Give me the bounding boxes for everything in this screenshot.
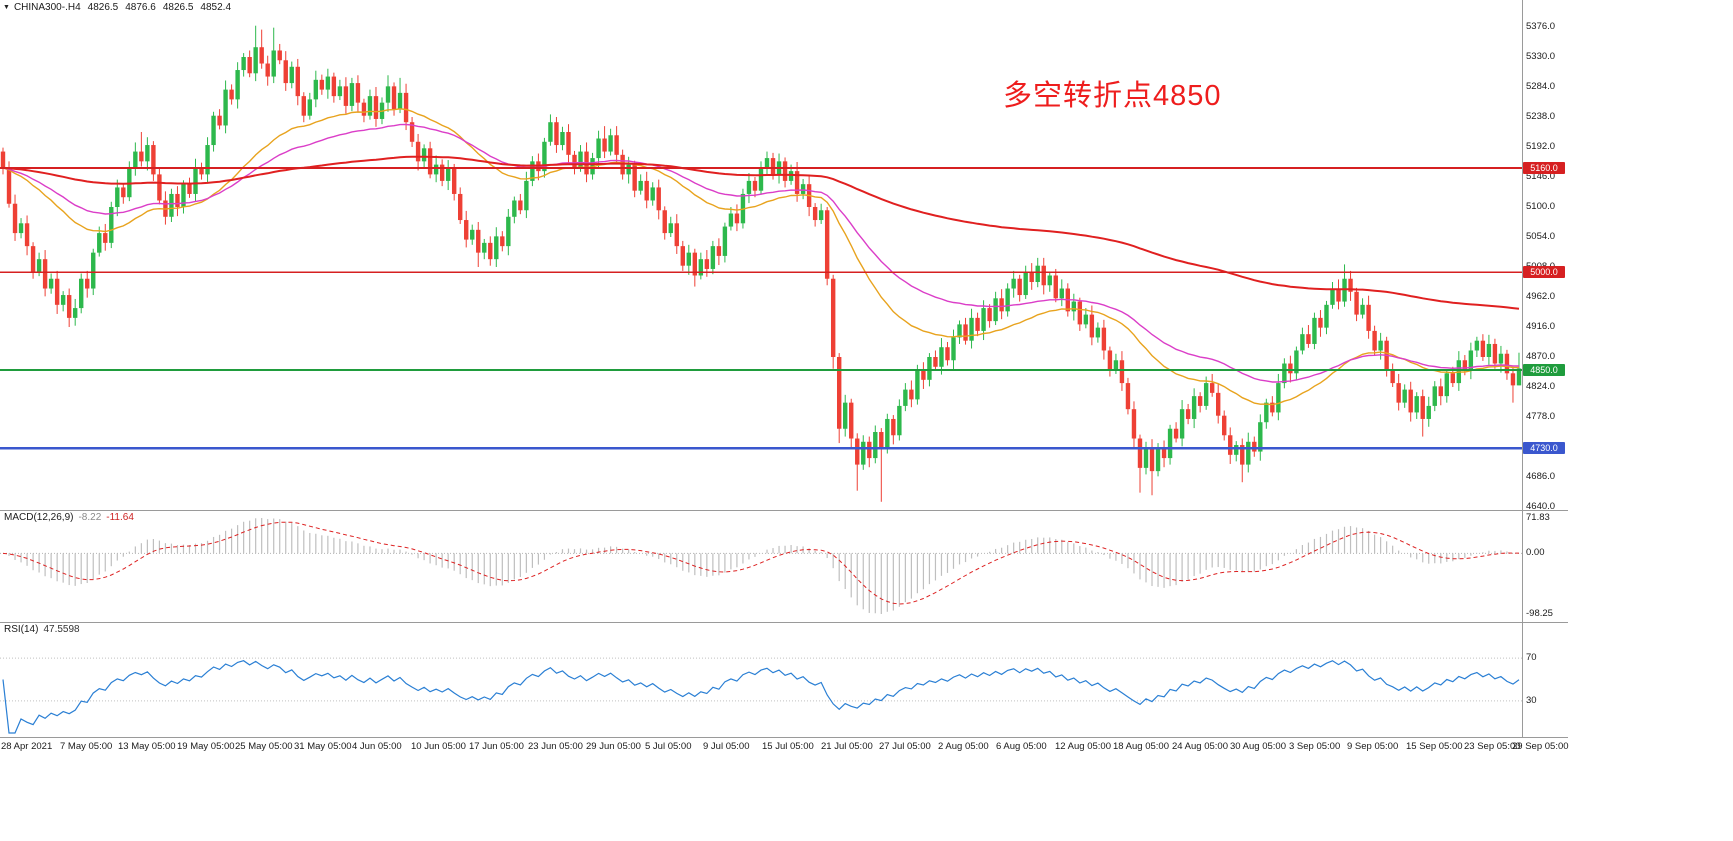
time-tick-label: 17 Jun 05:00	[469, 741, 524, 752]
time-tick-label: 5 Jul 05:00	[645, 741, 692, 752]
time-tick-label: 21 Jul 05:00	[821, 741, 873, 752]
macd-signal-value: -11.64	[106, 512, 134, 523]
price-tick-label: 5054.0	[1526, 231, 1556, 242]
level-badge-4850: 4850.0	[1523, 364, 1565, 377]
macd-signal-line	[2, 521, 1519, 605]
macd-main-value: -8.22	[78, 512, 102, 523]
time-tick-label: 13 May 05:00	[118, 741, 176, 752]
macd-tick-label: -98.25	[1526, 608, 1553, 619]
level-badge-5160: 5160.0	[1523, 161, 1565, 174]
price-tick-label: 4640.0	[1526, 501, 1556, 512]
price-tick-label: 5376.0	[1526, 21, 1556, 32]
rsi-name: RSI(14)	[4, 624, 39, 635]
time-tick-label: 9 Sep 05:00	[1347, 741, 1399, 752]
time-tick-label: 12 Aug 05:00	[1055, 741, 1111, 752]
candles-layer	[0, 25, 1522, 502]
time-tick-label: 28 Apr 2021	[1, 741, 53, 752]
time-tick-label: 15 Sep 05:00	[1406, 741, 1463, 752]
macd-indicator-label: MACD(12,26,9) -8.22 -11.64	[4, 512, 134, 523]
price-tick-label: 4870.0	[1526, 351, 1556, 362]
macd-name: MACD(12,26,9)	[4, 512, 74, 523]
time-tick-label: 2 Aug 05:00	[938, 741, 989, 752]
time-tick-label: 10 Jun 05:00	[411, 741, 466, 752]
time-tick-label: 24 Aug 05:00	[1172, 741, 1228, 752]
price-tick-label: 4778.0	[1526, 411, 1556, 422]
price-tick-label: 4916.0	[1526, 321, 1556, 332]
macd-tick-label: 71.83	[1526, 512, 1550, 523]
rsi-value: 47.5598	[43, 624, 80, 635]
symbol-dropdown-icon[interactable]: ▼	[3, 4, 10, 11]
time-tick-label: 30 Aug 05:00	[1230, 741, 1286, 752]
time-tick-label: 29 Sep 05:00	[1512, 741, 1569, 752]
price-tick-label: 5238.0	[1526, 111, 1556, 122]
symbol-label: CHINA300-.H4	[13, 2, 81, 13]
chart-annotation: 多空转折点4850	[1003, 80, 1222, 112]
price-tick-label: 4824.0	[1526, 381, 1556, 392]
quote-close: 4852.4	[200, 2, 232, 13]
ma-line-200	[2, 155, 1520, 310]
time-tick-label: 23 Sep 05:00	[1464, 741, 1521, 752]
quote-open: 4826.5	[87, 2, 119, 13]
quote-bar: ▼ CHINA300-.H4 4826.5 4876.6 4826.5 4852…	[3, 1, 231, 14]
price-tick-label: 4962.0	[1526, 291, 1556, 302]
price-tick-label: 5284.0	[1526, 81, 1556, 92]
time-tick-label: 7 May 05:00	[60, 741, 113, 752]
time-tick-label: 19 May 05:00	[177, 741, 235, 752]
time-tick-label: 15 Jul 05:00	[762, 741, 814, 752]
price-tick-label: 4686.0	[1526, 471, 1556, 482]
macd-tick-label: 0.00	[1526, 547, 1545, 559]
time-tick-label: 6 Aug 05:00	[996, 741, 1047, 752]
price-tick-label: 5192.0	[1526, 141, 1556, 152]
time-tick-label: 9 Jul 05:00	[703, 741, 750, 752]
price-tick-label: 5330.0	[1526, 51, 1556, 62]
time-tick-label: 31 May 05:00	[294, 741, 352, 752]
rsi-line	[2, 660, 1520, 734]
price-tick-label: 5100.0	[1526, 201, 1556, 212]
level-badge-4730: 4730.0	[1523, 442, 1565, 455]
time-tick-label: 18 Aug 05:00	[1113, 741, 1169, 752]
level-badge-5000: 5000.0	[1523, 266, 1565, 279]
time-tick-label: 29 Jun 05:00	[586, 741, 641, 752]
quote-high: 4876.6	[125, 2, 156, 13]
rsi-tick-label: 30	[1526, 694, 1537, 706]
time-tick-label: 4 Jun 05:00	[352, 741, 402, 752]
time-tick-label: 3 Sep 05:00	[1289, 741, 1341, 752]
rsi-tick-label: 70	[1526, 652, 1537, 664]
quote-low: 4826.5	[162, 2, 194, 13]
time-tick-label: 25 May 05:00	[235, 741, 293, 752]
ma-line-55	[2, 123, 1520, 383]
rsi-indicator-label: RSI(14) 47.5598	[4, 624, 80, 635]
time-tick-label: 27 Jul 05:00	[879, 741, 931, 752]
ma-line-34	[2, 108, 1519, 406]
time-tick-label: 23 Jun 05:00	[528, 741, 583, 752]
price-tick-label: 5146.0	[1526, 171, 1556, 182]
macd-histogram	[8, 518, 1520, 614]
